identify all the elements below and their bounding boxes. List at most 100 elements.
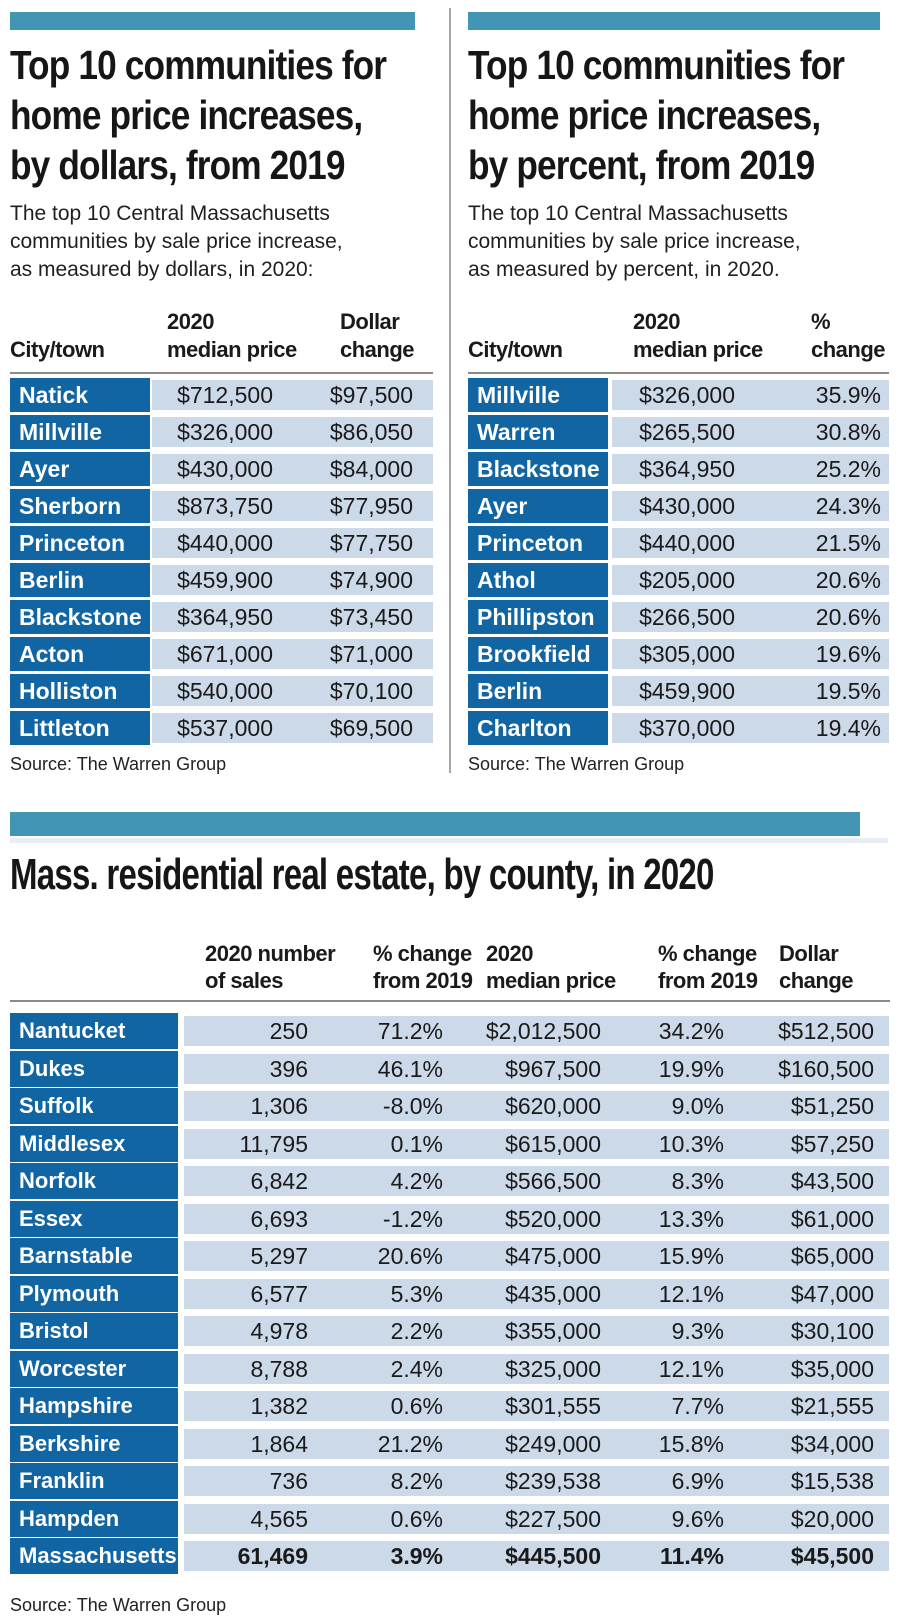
row-value-band: 5,297 20.6% $475,000 15.9% $65,000 [184,1241,889,1271]
number-of-sales-value: 61,469 [237,1543,308,1569]
table-row: Berlin $459,900 $74,900 [10,563,433,597]
city-name-cell: Phillipston [468,600,608,634]
row-value-band: $205,000 20.6% [612,565,889,595]
median-price-value: $205,000 [639,567,735,593]
median-price-value: $239,538 [505,1468,601,1494]
median-price-value: $615,000 [505,1130,601,1157]
change-value: $73,450 [329,604,413,630]
change-value: $77,750 [329,530,413,556]
dollar-change-value: $51,250 [790,1093,874,1119]
sales-percent-change-value: 21.2% [377,1430,443,1457]
dollar-change-value: $45,500 [790,1543,874,1569]
dollars-table-rows: Natick $712,500 $97,500 Millville $326,0… [10,378,433,750]
column-header-median-price: 2020 median price [633,308,763,364]
price-percent-change-value: 15.9% [658,1243,724,1269]
row-value-band: $440,000 21.5% [612,528,889,558]
table-row: Warren $265,500 30.8% [468,415,889,449]
row-value-band: 4,978 2.2% $355,000 9.3% $30,100 [184,1316,889,1346]
number-of-sales-value: 1,306 [250,1093,308,1119]
accent-bar [10,812,860,836]
price-percent-change-value: 6.9% [671,1468,724,1494]
change-value: $84,000 [329,456,413,482]
price-percent-change-value: 13.3% [658,1205,724,1232]
city-name-cell: Blackstone [468,452,608,486]
row-value-band: $305,000 19.6% [612,639,889,669]
median-price-value: $301,555 [505,1393,601,1419]
county-name-cell: Barnstable [10,1238,178,1274]
change-value: 35.9% [815,382,881,408]
median-price-value: $440,000 [639,530,735,556]
row-value-band: 6,842 4.2% $566,500 8.3% $43,500 [184,1166,889,1196]
percent-table-rows: Millville $326,000 35.9% Warren $265,500… [468,378,889,750]
dollars-title: Top 10 communities for home price increa… [10,40,447,190]
dollars-panel: Top 10 communities for home price increa… [10,0,433,795]
row-value-band: $537,000 $69,500 [152,713,433,743]
row-value-band: $326,000 35.9% [612,380,889,410]
median-price-value: $712,500 [177,382,273,408]
column-header-price-percent-change: % change from 2019 [658,940,758,994]
row-value-band: $364,950 25.2% [612,454,889,484]
change-value: $77,950 [329,493,413,519]
county-title: Mass. residential real estate, by county… [10,850,900,900]
dollar-change-value: $35,000 [790,1355,874,1382]
city-name-cell: Ayer [10,452,150,486]
sales-percent-change-value: 71.2% [377,1018,443,1044]
change-value: 30.8% [815,419,881,445]
row-value-band: $364,950 $73,450 [152,602,433,632]
price-percent-change-value: 9.0% [671,1093,724,1119]
title-line: home price increases, [468,92,821,138]
sales-percent-change-value: 4.2% [390,1168,443,1194]
column-header-line: change [811,337,886,362]
column-header-line: % change [373,941,472,966]
change-value: 25.2% [815,456,881,482]
county-name-cell: Bristol [10,1313,178,1349]
row-value-band: 250 71.2% $2,012,500 34.2% $512,500 [184,1016,889,1046]
city-name-cell: Acton [10,637,150,671]
median-price-value: $620,000 [505,1093,601,1119]
subtitle-line: as measured by dollars, in 2020: [10,258,314,281]
county-name-cell: Worcester [10,1350,178,1387]
table-row: Charlton $370,000 19.4% [468,711,889,745]
city-name-cell: Millville [468,378,608,412]
column-header-line: median price [633,337,763,362]
number-of-sales-value: 1,864 [250,1430,308,1457]
column-header-line: median price [167,337,297,362]
city-name-cell: Millville [10,415,150,449]
row-value-band: 4,565 0.6% $227,500 9.6% $20,000 [184,1503,889,1534]
source-credit: Source: The Warren Group [10,754,227,774]
city-name-cell: Princeton [10,526,150,560]
change-value: 21.5% [815,530,881,556]
table-row: Berlin $459,900 19.5% [468,674,889,708]
table-row: Barnstable 5,297 20.6% $475,000 15.9% $6… [10,1238,890,1274]
subtitle-line: The top 10 Central Massachusetts [10,202,330,225]
row-value-band: $540,000 $70,100 [152,676,433,706]
row-value-band: $459,900 19.5% [612,676,889,706]
median-price-value: $566,500 [505,1168,601,1194]
row-value-band: 396 46.1% $967,500 19.9% $160,500 [184,1053,889,1084]
median-price-value: $325,000 [505,1355,601,1382]
table-row: Princeton $440,000 $77,750 [10,526,433,560]
price-percent-change-value: 11.4% [660,1543,724,1569]
dollar-change-value: $21,555 [790,1393,874,1419]
change-value: $69,500 [329,715,413,741]
column-header-number-of-sales: 2020 number of sales [205,940,336,994]
price-percent-change-value: 34.2% [658,1018,724,1044]
table-row: Berkshire 1,864 21.2% $249,000 15.8% $34… [10,1425,890,1462]
column-header-line: Dollar [340,309,400,334]
table-row: Massachusetts 61,469 3.9% $445,500 11.4%… [10,1538,890,1574]
table-row: Hampden 4,565 0.6% $227,500 9.6% $20,000 [10,1500,890,1537]
column-header-dollar-change: Dollar change [340,308,415,364]
sales-percent-change-value: -1.2% [382,1205,443,1232]
county-name-cell: Nantucket [10,1013,178,1049]
price-percent-change-value: 10.3% [658,1130,724,1157]
table-row: Franklin 736 8.2% $239,538 6.9% $15,538 [10,1463,890,1499]
header-rule [10,372,433,374]
sales-percent-change-value: 0.1% [390,1130,443,1157]
number-of-sales-value: 6,842 [250,1168,308,1194]
table-row: Holliston $540,000 $70,100 [10,674,433,708]
table-row: Norfolk 6,842 4.2% $566,500 8.3% $43,500 [10,1163,890,1199]
dollar-change-value: $61,000 [790,1205,874,1232]
column-header-dollar-change: Dollar change [779,940,854,994]
accent-bar [10,12,415,30]
price-percent-change-value: 19.9% [658,1055,724,1082]
